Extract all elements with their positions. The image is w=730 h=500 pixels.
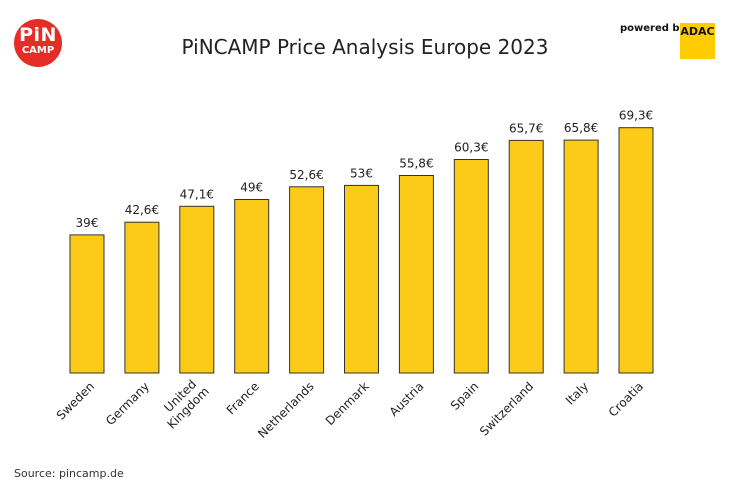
bar-8 (508, 139, 544, 374)
x-label-9: Italy (563, 379, 591, 407)
bar-2 (179, 205, 215, 374)
logo-text-top: PiN (19, 24, 57, 46)
x-label-line: Spain (448, 379, 482, 413)
x-axis-labels: Sweden Germany UnitedKingdom FranceNetherla… (54, 374, 646, 441)
x-label-line: Croatia (606, 379, 646, 419)
value-label-7: 60,3€ (454, 141, 488, 155)
value-label-0: 39€ (76, 216, 99, 230)
value-label-4: 52,6€ (289, 168, 323, 182)
bar-9 (563, 139, 599, 374)
x-label-line: Austria (387, 379, 427, 419)
x-label-line: Netherlands (255, 379, 317, 441)
x-label-line: Switzerland (477, 379, 536, 438)
x-label-7: Spain (448, 379, 482, 413)
bar-0 (69, 234, 105, 374)
bar-6 (398, 175, 434, 374)
bar-5 (344, 184, 379, 374)
x-label-line: Sweden (54, 379, 97, 422)
adac-logo: ADAC (680, 23, 715, 59)
source-note: Source: pincamp.de (14, 467, 124, 480)
bar-3 (234, 199, 270, 374)
bar-10 (618, 127, 654, 374)
x-label-1: Germany (103, 379, 152, 428)
value-label-1: 42,6€ (125, 203, 159, 217)
x-label-10: Croatia (606, 379, 646, 419)
value-labels-group: 39€ 42,6€ 47,1€ 49€ 52,6€ 53€ 55,8€ 60,3€ 65,7€ 6… (76, 109, 654, 230)
x-label-6: Austria (387, 379, 427, 419)
value-label-10: 69,3€ (619, 109, 653, 123)
x-label-line: France (224, 379, 262, 417)
value-label-8: 65,7€ (509, 121, 543, 135)
powered-by-label: powered by (620, 23, 687, 34)
bar-4 (289, 186, 325, 374)
pincamp-logo: PiN CAMP (14, 19, 62, 67)
x-label-2: UnitedKingdom (155, 374, 212, 431)
x-label-5: Denmark (323, 379, 372, 428)
bar-1 (124, 221, 160, 374)
value-label-6: 55,8€ (399, 157, 433, 171)
x-label-8: Switzerland (477, 379, 536, 438)
value-label-3: 49€ (240, 181, 263, 195)
adac-logo-text: ADAC (680, 25, 715, 38)
x-label-line: Germany (103, 379, 152, 428)
x-label-line: Denmark (323, 379, 372, 428)
x-label-3: France (224, 379, 262, 417)
x-label-line: Italy (563, 379, 591, 407)
value-label-5: 53€ (350, 166, 373, 180)
x-label-0: Sweden (54, 379, 97, 422)
bars-group (69, 127, 654, 374)
logo-text-bottom: CAMP (21, 45, 55, 56)
chart-title: PiNCAMP Price Analysis Europe 2023 (181, 35, 549, 59)
value-label-9: 65,8€ (564, 121, 598, 135)
x-label-4: Netherlands (255, 379, 317, 441)
value-label-2: 47,1€ (180, 187, 214, 201)
bar-7 (453, 159, 489, 374)
